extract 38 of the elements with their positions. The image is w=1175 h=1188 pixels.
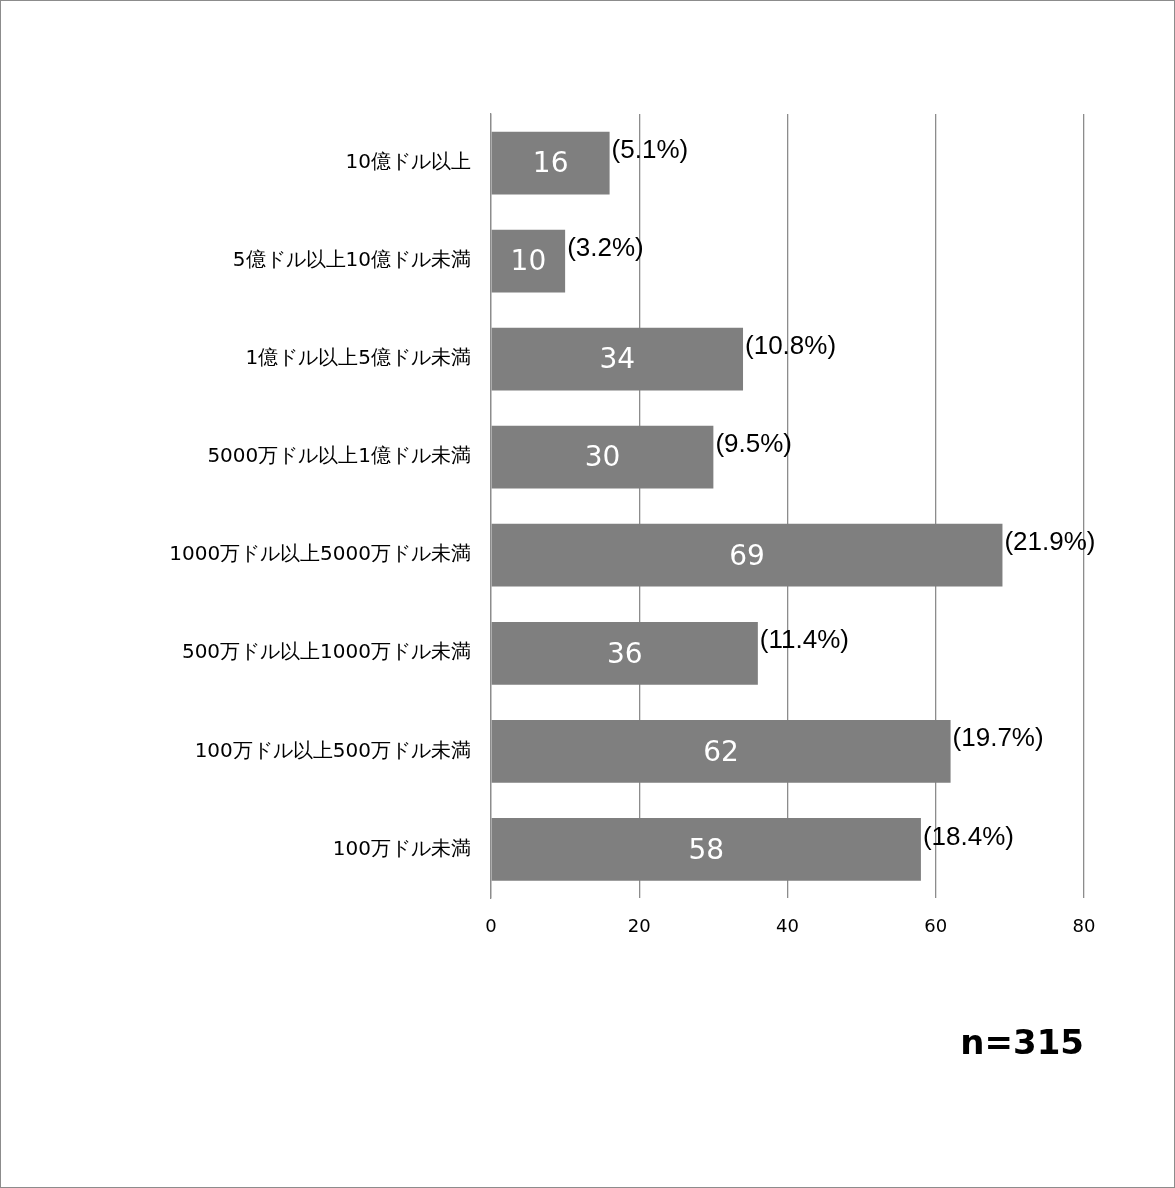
data-label: 62	[703, 734, 739, 768]
annotation: (3.2%)	[567, 232, 644, 263]
bar	[491, 425, 714, 489]
bar	[491, 327, 744, 391]
annotation: (21.9%)	[1004, 526, 1096, 557]
x-tick-label: 40	[776, 914, 799, 936]
x-tick-label: 60	[924, 914, 948, 936]
annotation: (9.5%)	[715, 428, 792, 459]
bar	[491, 229, 566, 293]
y-tick-label: 500万ドル以上1000万ドル未満	[181, 639, 471, 664]
y-tick-label: 5億ドル以上10億ドル未満	[232, 247, 471, 272]
x-tick-label: 20	[627, 914, 651, 936]
bar	[491, 523, 1003, 587]
bar	[491, 719, 951, 783]
data-label: 30	[584, 440, 621, 474]
annotation: (10.8%)	[745, 330, 837, 361]
data-label: 36	[606, 636, 643, 670]
data-label: 58	[688, 832, 725, 866]
annotation: (18.4%)	[922, 820, 1014, 851]
x-tick-label: 80	[1072, 914, 1096, 936]
annotation: (5.1%)	[611, 134, 689, 165]
data-label: 10	[510, 244, 547, 278]
y-tick-label: 1億ドル以上5億ドル未満	[245, 345, 471, 370]
y-tick-label: 100万ドル未満	[332, 835, 471, 860]
bar	[491, 818, 921, 881]
y-tick-label: 1000万ドル以上5000万ドル未満	[169, 541, 471, 566]
x-tick-label: 0	[485, 914, 497, 936]
bar	[491, 131, 610, 195]
data-label: 16	[532, 146, 569, 180]
text: n=315	[960, 1022, 1084, 1063]
y-tick-label: 5000万ドル以上1億ドル未満	[207, 443, 471, 468]
annotation: (11.4%)	[759, 624, 849, 655]
y-tick-label: 100万ドル以上500万ドル未満	[194, 737, 471, 762]
bar	[491, 621, 758, 685]
data-label: 34	[599, 342, 636, 376]
data-label: 69	[729, 538, 765, 572]
annotation: (19.7%)	[952, 722, 1044, 753]
y-tick-label: 10億ドル以上	[345, 149, 471, 174]
